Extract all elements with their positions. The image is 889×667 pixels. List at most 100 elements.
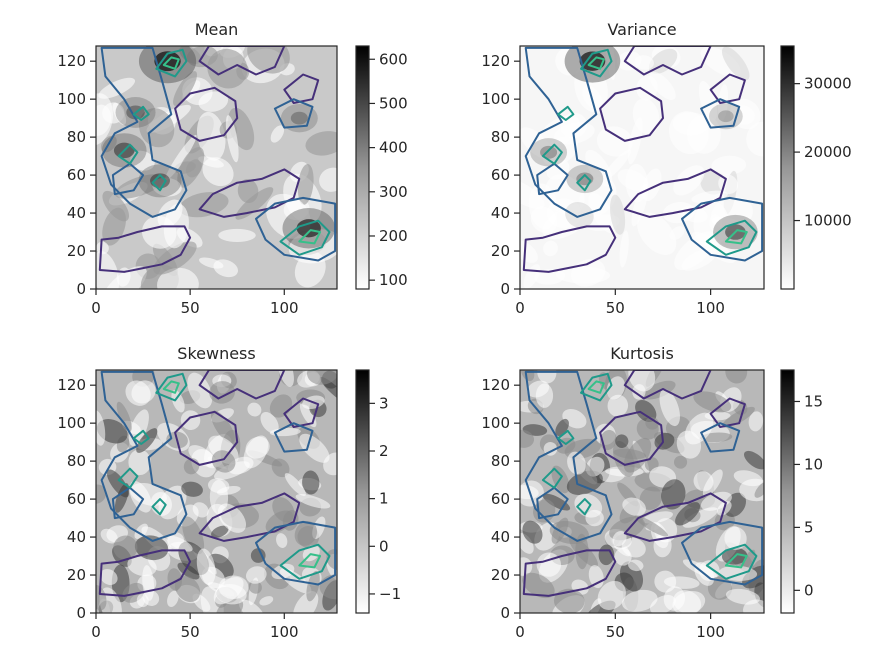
- heatmap-texture: [166, 535, 193, 552]
- contour-level-3: [705, 543, 758, 580]
- heatmap-texture: [319, 574, 337, 600]
- y-tick-label: 60: [491, 166, 510, 184]
- heatmap-hotspot: [138, 164, 182, 198]
- y-tick-label: 40: [67, 528, 86, 546]
- contour-level-3: [580, 48, 613, 78]
- heatmap-texture: [693, 201, 730, 248]
- y-tick-label: 0: [500, 604, 510, 622]
- contour-level-3: [117, 143, 139, 165]
- heatmap-texture: [187, 372, 213, 409]
- heatmap-texture: [198, 156, 224, 168]
- x-tick-label: 100: [270, 623, 299, 641]
- contour-level-1: [198, 492, 301, 542]
- heatmap-texture: [556, 437, 576, 454]
- heatmap-texture: [645, 417, 659, 430]
- heatmap-texture: [520, 485, 539, 500]
- y-tick-label: 40: [67, 204, 86, 222]
- heatmap-texture: [173, 71, 198, 106]
- x-tick-label: 50: [181, 623, 200, 641]
- heatmap-texture: [522, 572, 555, 599]
- heatmap-texture: [639, 486, 663, 510]
- heatmap-texture: [739, 478, 764, 502]
- colorbar-tick-label: 10: [804, 455, 823, 473]
- colorbar-frame: [780, 369, 795, 614]
- heatmap-texture: [326, 549, 337, 571]
- heatmap-texture: [218, 228, 256, 242]
- x-tick-label: 50: [181, 299, 200, 317]
- heatmap-texture: [177, 562, 200, 580]
- colorbar-tick-label: 10000: [804, 212, 852, 230]
- y-tick-label: 60: [491, 490, 510, 508]
- colorbar-gradient: [781, 46, 794, 289]
- heatmap-texture: [302, 470, 320, 495]
- y-tick-label: 40: [491, 528, 510, 546]
- heatmap-texture: [248, 580, 262, 594]
- contour-level-3: [279, 543, 331, 580]
- heatmap-texture: [209, 381, 235, 404]
- plot-frame: [95, 369, 338, 614]
- contour-level-3: [155, 372, 188, 402]
- y-tick-label: 0: [76, 604, 86, 622]
- contour-level-2: [255, 520, 337, 586]
- chart-title: Variance: [607, 20, 676, 39]
- heatmap-texture: [659, 389, 681, 427]
- contour-level-1: [198, 46, 286, 76]
- heatmap-texture: [96, 241, 109, 255]
- heatmap-texture: [113, 535, 138, 560]
- heatmap-texture: [613, 441, 635, 477]
- heatmap-texture: [725, 370, 748, 384]
- y-tick-label: 80: [491, 128, 510, 146]
- heatmap-texture: [102, 190, 130, 222]
- heatmap-texture: [673, 165, 705, 196]
- heatmap-texture: [616, 51, 642, 71]
- chart-title: Kurtosis: [610, 344, 674, 363]
- colorbar-frame: [355, 45, 370, 290]
- heatmap-texture: [522, 520, 543, 544]
- heatmap-texture: [663, 586, 686, 611]
- contour-level-1: [522, 549, 617, 597]
- heatmap-texture: [628, 370, 656, 392]
- contour-level-1: [98, 549, 192, 597]
- colorbar-tick-label: 600: [379, 50, 408, 68]
- heatmap-field: [520, 46, 764, 289]
- heatmap-texture: [555, 47, 583, 76]
- contour-level-3: [576, 174, 592, 192]
- contour-level-2: [255, 196, 337, 262]
- heatmap-texture: [634, 55, 654, 70]
- contour-level-4: [298, 553, 322, 569]
- heatmap-texture: [213, 461, 250, 480]
- contour-level-1: [623, 46, 712, 76]
- heatmap-texture: [619, 230, 629, 268]
- contour-level-1: [599, 410, 664, 466]
- heatmap-texture: [210, 410, 235, 444]
- heatmap-texture: [596, 126, 633, 157]
- x-tick-label: 100: [696, 299, 725, 317]
- heatmap-texture: [711, 155, 747, 175]
- contour-level-3: [132, 429, 150, 445]
- colorbar-tick-label: 400: [379, 139, 408, 157]
- heatmap-texture: [535, 383, 554, 408]
- heatmap-texture: [698, 81, 718, 122]
- heatmap-texture: [99, 569, 118, 585]
- contour-level-3: [151, 174, 167, 192]
- contour-level-3: [541, 143, 563, 165]
- colorbar-tick-label: 300: [379, 183, 408, 201]
- contour-level-3: [151, 498, 167, 516]
- chart-title: Mean: [195, 20, 239, 39]
- colorbar-tick-label: 20000: [804, 143, 852, 161]
- contour-level-2: [681, 196, 764, 262]
- heatmap-texture: [245, 566, 267, 584]
- y-tick-label: 80: [67, 128, 86, 146]
- heatmap-texture: [297, 163, 314, 205]
- x-tick-label: 0: [515, 299, 525, 317]
- panel-variance: Variance 0 50 100 0 20 40 60 80 100 120 10000 20000 3…: [481, 20, 851, 317]
- contour-level-3: [576, 498, 592, 516]
- contour-level-4: [162, 380, 180, 394]
- heatmap-texture: [724, 526, 747, 550]
- heatmap-texture: [167, 590, 179, 607]
- heatmap-texture: [675, 502, 701, 526]
- heatmap-texture: [134, 523, 148, 540]
- heatmap-texture: [216, 486, 241, 496]
- colorbar-tick-label: 200: [379, 227, 408, 245]
- contour-level-3: [580, 372, 613, 402]
